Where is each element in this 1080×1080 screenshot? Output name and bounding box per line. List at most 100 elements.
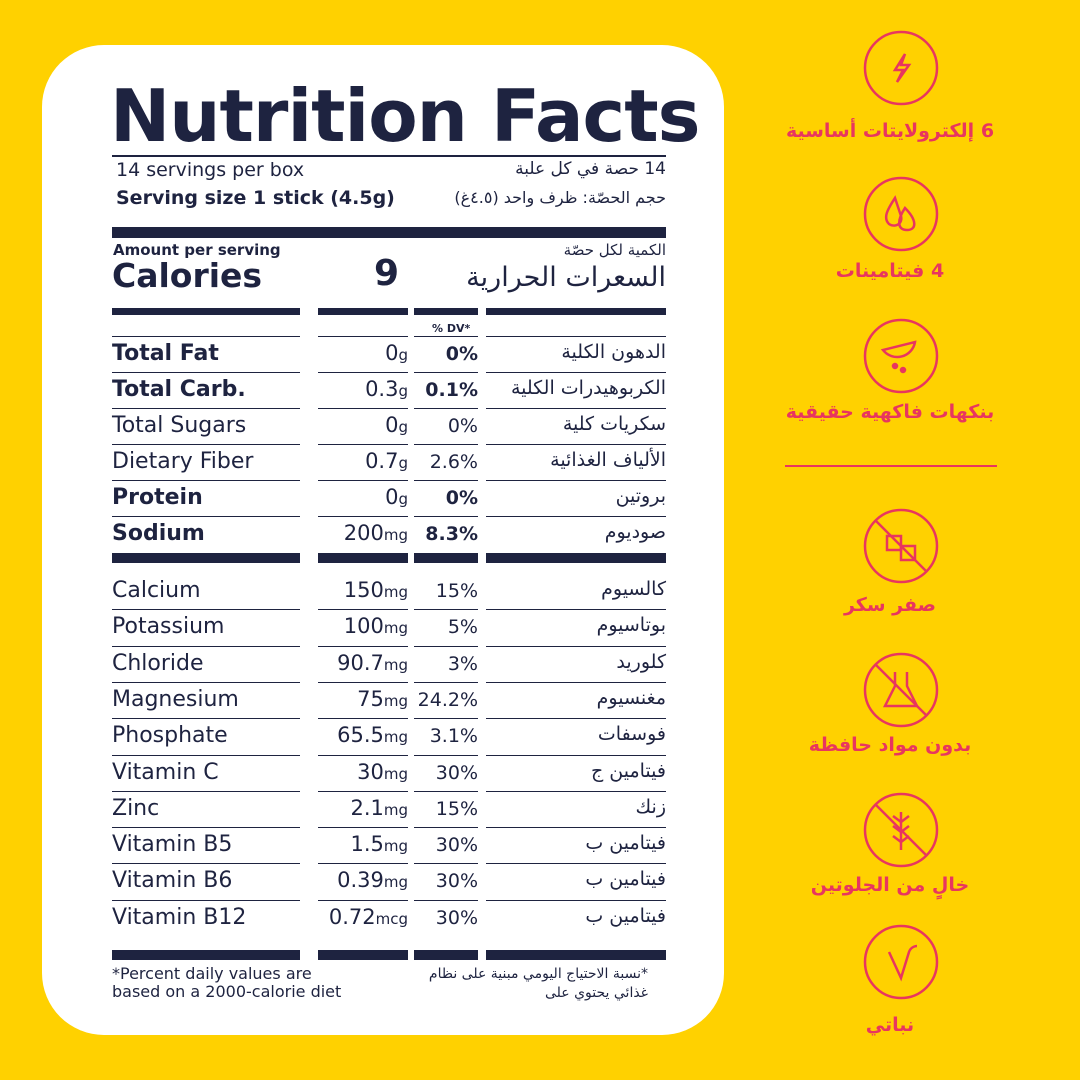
rule <box>486 408 666 409</box>
nutrient-name-ar: مغنسيوم <box>596 686 666 709</box>
calories-label: Calories <box>112 256 263 295</box>
rule <box>112 444 300 445</box>
amount: 0g <box>385 415 408 436</box>
rule <box>486 681 666 683</box>
nutrient-name-ar: كالسيوم <box>601 578 666 600</box>
amount-value: 65.5 <box>337 723 384 748</box>
rule <box>112 718 300 720</box>
nutrient-name-ar: زنك <box>635 795 666 818</box>
rule <box>414 308 478 315</box>
divider <box>785 465 997 467</box>
footnote-ar: *نسبة الاحتياج اليومي مبنية على نظام غذائ… <box>429 965 648 1003</box>
feature-icon <box>863 176 939 252</box>
unit: mg <box>383 655 408 674</box>
thick-rule <box>112 227 666 238</box>
rule <box>486 754 666 756</box>
amount: 2.1mg <box>350 795 408 820</box>
amount-value: 0.7 <box>365 449 399 473</box>
unit: mg <box>383 873 408 892</box>
unit: mg <box>383 728 408 747</box>
rule <box>318 553 408 563</box>
amount-value: 0 <box>385 413 399 437</box>
unit: mg <box>383 526 408 544</box>
nutrient-name-ar: صوديوم <box>604 521 666 543</box>
rule <box>414 863 478 865</box>
unit: mg <box>383 837 408 856</box>
feature-icon <box>863 30 939 106</box>
amount-value: 100 <box>343 614 384 639</box>
feature-label: نباتي <box>865 1014 915 1036</box>
rule <box>486 950 666 960</box>
rule <box>486 609 666 611</box>
rule <box>112 553 300 563</box>
rule <box>486 553 666 563</box>
nutrient-name-ar: الكربوهيدرات الكلية <box>510 377 666 399</box>
rule <box>112 827 300 829</box>
amount: 100mg <box>344 616 408 637</box>
amount-value: 2.1 <box>350 795 384 820</box>
daily-value: 5% <box>447 616 478 639</box>
serving-size-label: Serving size <box>116 187 247 209</box>
nutrient-name-ar: بوتاسيوم <box>596 614 666 637</box>
nutrient-name: Sodium <box>112 521 205 546</box>
footnote-en: *Percent daily values are based on a 2000… <box>112 965 341 1001</box>
nutrient-name-ar: الألياف الغذائية <box>550 449 666 471</box>
rule <box>318 480 408 481</box>
rule <box>318 609 408 611</box>
amount: 0.7g <box>365 451 408 472</box>
rule <box>486 899 666 901</box>
rule <box>318 863 408 865</box>
daily-value: 0% <box>445 487 478 509</box>
rule <box>414 408 478 409</box>
nutrient-name: Potassium <box>112 614 225 640</box>
amount-value: 75 <box>357 686 384 711</box>
amount: 75mg <box>357 686 408 711</box>
rule <box>414 827 478 829</box>
rule <box>318 681 408 683</box>
dv-header: % DV* <box>432 322 471 335</box>
calories-value: 9 <box>374 253 400 294</box>
nutrient-name: Calcium <box>112 578 201 603</box>
feature-icon <box>863 652 939 728</box>
rule <box>486 480 666 481</box>
amount-value: 1.5 <box>350 832 384 857</box>
daily-value: 3% <box>447 652 478 675</box>
rule <box>414 790 478 792</box>
amount: 0g <box>385 487 408 508</box>
rule <box>486 863 666 865</box>
rule <box>318 950 408 960</box>
nutrient-name: Phosphate <box>112 723 228 749</box>
amount-value: 0 <box>385 485 399 509</box>
nutrient-name-ar: فيتامين ج <box>590 759 666 782</box>
amount-value: 90.7 <box>337 650 384 675</box>
daily-value: 15% <box>435 580 478 602</box>
feature-label: بدون مواد حافظة <box>808 734 972 756</box>
feature-icon <box>863 792 939 868</box>
rule <box>318 516 408 517</box>
nutrient-name: Dietary Fiber <box>112 449 254 474</box>
serving-size-ar: حجم الحصّة: ظرف واحد (٤.٥غ) <box>454 188 666 207</box>
unit: g <box>398 346 408 364</box>
rule <box>318 372 408 373</box>
amount-value: 200 <box>343 521 384 545</box>
nutrient-name-ar: سكريات كلية <box>562 413 666 435</box>
rule <box>112 336 300 337</box>
rule <box>112 950 300 960</box>
serving-size: Serving size 1 stick (4.5g) <box>116 189 395 208</box>
amount-value: 0.3 <box>365 377 399 401</box>
nutrient-name-ar: فيتامين ب <box>585 832 666 855</box>
rule <box>318 899 408 901</box>
rule <box>486 827 666 829</box>
amount: 0.39mg <box>337 870 408 891</box>
rule <box>318 790 408 792</box>
label-card <box>42 45 724 1035</box>
rule <box>318 444 408 445</box>
amount: 0.3g <box>365 379 408 400</box>
rule <box>414 681 478 683</box>
rule <box>318 336 408 337</box>
nutrient-name: Total Fat <box>112 341 219 366</box>
unit: g <box>398 382 408 400</box>
daily-value: 8.3% <box>425 523 478 545</box>
amount: 0.72mcg <box>329 906 408 928</box>
